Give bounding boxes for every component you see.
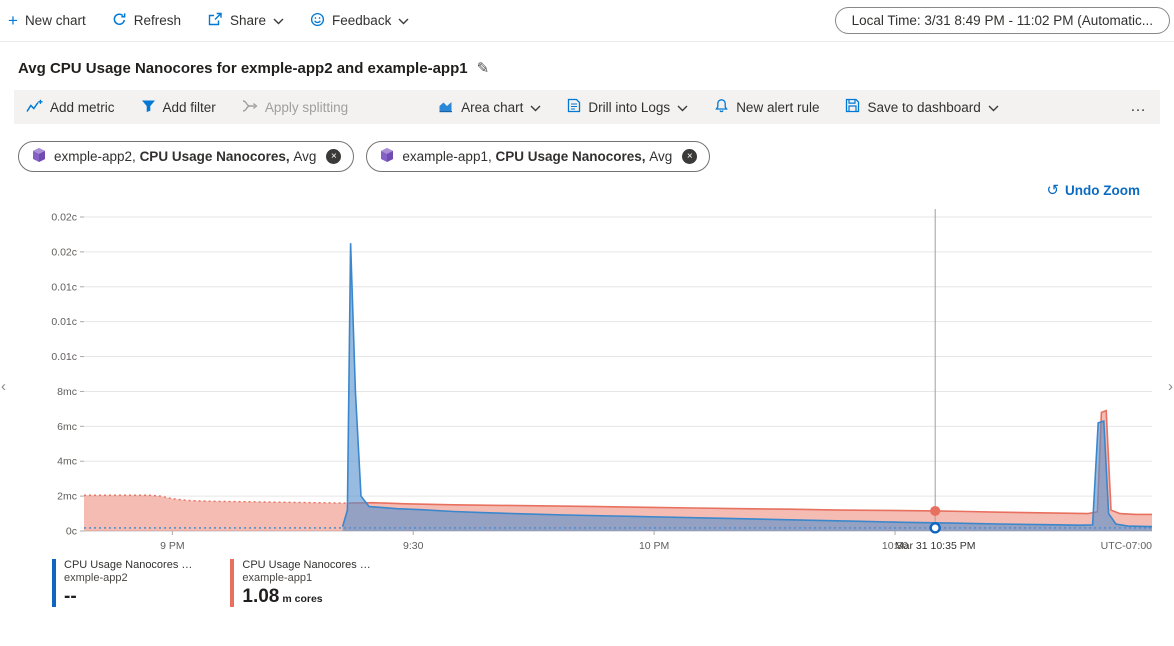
chart-title-row: Avg CPU Usage Nanocores for exmple-app2 … xyxy=(0,42,1174,78)
svg-text:4mc: 4mc xyxy=(57,456,77,468)
svg-text:0.01c: 0.01c xyxy=(51,281,77,293)
undo-icon: ↺ xyxy=(1046,182,1060,199)
legend-texts: CPU Usage Nanocores … example-app1 1.08 m… xyxy=(242,559,370,608)
add-metric-icon xyxy=(26,99,43,116)
logs-document-icon xyxy=(567,98,581,116)
add-metric-button[interactable]: Add metric xyxy=(26,99,115,116)
undo-zoom-link[interactable]: ↺ Undo Zoom xyxy=(0,172,1174,199)
chart-legend: CPU Usage Nanocores … exmple-app2 -- CPU… xyxy=(0,557,1174,608)
svg-text:8mc: 8mc xyxy=(57,386,77,398)
svg-text:0.01c: 0.01c xyxy=(51,316,77,328)
save-to-dashboard-dropdown[interactable]: Save to dashboard xyxy=(845,98,999,116)
chart-area: 0c 2mc 4mc 6mc 8mc 0.01c 0.01c 0.01c 0.02c 0.02c 9… xyxy=(0,201,1174,557)
svg-text:6mc: 6mc xyxy=(57,421,77,433)
save-to-dashboard-label: Save to dashboard xyxy=(867,99,981,115)
pill-metric-name: CPU Usage Nanocores, xyxy=(495,149,650,164)
save-disk-icon xyxy=(845,98,860,116)
pill-aggregation: Avg xyxy=(649,149,673,164)
filter-funnel-icon xyxy=(141,99,156,116)
metric-pill[interactable]: example-app1, CPU Usage Nanocores, Avg × xyxy=(366,141,711,172)
refresh-button[interactable]: Refresh xyxy=(112,12,181,30)
pill-aggregation: Avg xyxy=(293,149,317,164)
legend-metric-name: CPU Usage Nanocores … xyxy=(242,559,371,571)
legend-entry[interactable]: CPU Usage Nanocores … example-app1 1.08 m… xyxy=(230,559,371,608)
pill-app-name: exmple-app2, xyxy=(54,149,140,164)
svg-text:0.02c: 0.02c xyxy=(51,246,77,258)
share-icon xyxy=(207,12,223,30)
legend-resource-name: example-app1 xyxy=(242,572,313,584)
pill-text: exmple-app2, CPU Usage Nanocores, Avg xyxy=(54,149,316,164)
share-label: Share xyxy=(230,13,267,28)
metric-pills-row: exmple-app2, CPU Usage Nanocores, Avg × … xyxy=(0,124,1174,172)
chevron-down-icon xyxy=(273,13,284,28)
pill-app-name: example-app1, xyxy=(402,149,496,164)
legend-entry[interactable]: CPU Usage Nanocores … exmple-app2 -- xyxy=(52,559,192,608)
undo-zoom-label: Undo Zoom xyxy=(1065,182,1140,198)
area-chart-icon xyxy=(438,99,454,116)
pill-text: example-app1, CPU Usage Nanocores, Avg xyxy=(402,149,672,164)
add-metric-label: Add metric xyxy=(50,99,115,115)
metric-pill[interactable]: exmple-app2, CPU Usage Nanocores, Avg × xyxy=(18,141,355,172)
apply-splitting-label: Apply splitting xyxy=(264,99,349,115)
svg-text:UTC-07:00: UTC-07:00 xyxy=(1101,540,1153,552)
legend-resource-name: exmple-app2 xyxy=(64,572,128,584)
remove-metric-icon[interactable]: × xyxy=(682,149,698,164)
chevron-down-icon xyxy=(530,100,541,115)
pill-metric-name: CPU Usage Nanocores, xyxy=(139,149,294,164)
new-alert-rule-button[interactable]: New alert rule xyxy=(714,98,819,116)
new-chart-button[interactable]: + New chart xyxy=(8,12,86,29)
svg-text:Mar 31 10:35 PM: Mar 31 10:35 PM xyxy=(895,540,976,552)
metrics-toolbar: Add metric Add filter Apply splitting Ar… xyxy=(14,90,1160,124)
chart-type-dropdown[interactable]: Area chart xyxy=(438,99,541,116)
legend-value: 1.08 m cores xyxy=(242,586,323,607)
plus-icon: + xyxy=(8,11,18,30)
legend-texts: CPU Usage Nanocores … exmple-app2 -- xyxy=(64,559,192,608)
resource-cube-icon xyxy=(379,147,395,166)
feedback-smiley-icon xyxy=(310,12,325,30)
alert-bell-icon xyxy=(714,98,729,116)
refresh-icon xyxy=(112,12,127,30)
top-command-bar: + New chart Refresh Share Feedback xyxy=(0,0,1174,42)
chevron-right-icon[interactable]: › xyxy=(1168,378,1173,395)
page-title: Avg CPU Usage Nanocores for exmple-app2 … xyxy=(18,59,468,77)
new-chart-label: New chart xyxy=(24,13,86,28)
chevron-down-icon xyxy=(677,100,688,115)
time-range-button[interactable]: Local Time: 3/31 8:49 PM - 11:02 PM (Aut… xyxy=(834,7,1170,34)
chevron-down-icon xyxy=(398,13,409,28)
top-command-group: + New chart Refresh Share Feedback xyxy=(8,12,409,30)
feedback-button[interactable]: Feedback xyxy=(310,12,409,30)
ellipsis-icon: … xyxy=(1130,98,1148,115)
feedback-label: Feedback xyxy=(332,13,392,28)
legend-color-bar xyxy=(52,559,56,607)
apply-splitting-icon xyxy=(242,99,258,116)
legend-unit: m cores xyxy=(282,593,323,605)
drill-into-logs-dropdown[interactable]: Drill into Logs xyxy=(567,98,688,116)
metrics-chart-svg[interactable]: 0c 2mc 4mc 6mc 8mc 0.01c 0.01c 0.01c 0.02c 0.02c 9… xyxy=(0,201,1174,557)
add-filter-button[interactable]: Add filter xyxy=(141,99,216,116)
resource-cube-icon xyxy=(31,147,47,166)
share-button[interactable]: Share xyxy=(207,12,284,30)
svg-text:2mc: 2mc xyxy=(57,491,77,503)
more-options-button[interactable]: … xyxy=(1130,98,1148,116)
svg-text:10 PM: 10 PM xyxy=(639,540,669,552)
legend-metric-name: CPU Usage Nanocores … xyxy=(64,559,193,571)
drill-into-logs-label: Drill into Logs xyxy=(588,99,671,115)
edit-title-pencil-icon[interactable]: ✎ xyxy=(476,60,490,77)
apply-splitting-button[interactable]: Apply splitting xyxy=(242,99,348,116)
legend-value: -- xyxy=(64,586,77,607)
chevron-left-icon[interactable]: ‹ xyxy=(1,378,6,395)
svg-text:0.02c: 0.02c xyxy=(51,212,77,224)
svg-text:0c: 0c xyxy=(66,526,77,538)
chevron-down-icon xyxy=(988,100,999,115)
svg-text:0.01c: 0.01c xyxy=(51,351,77,363)
add-filter-label: Add filter xyxy=(162,99,216,115)
chart-type-label: Area chart xyxy=(461,99,524,115)
remove-metric-icon[interactable]: × xyxy=(326,149,342,164)
refresh-label: Refresh xyxy=(133,13,181,28)
svg-text:10:30: 10:30 xyxy=(882,540,908,552)
svg-text:9 PM: 9 PM xyxy=(160,540,185,552)
legend-color-bar xyxy=(230,559,235,607)
svg-text:9:30: 9:30 xyxy=(403,540,424,552)
new-alert-rule-label: New alert rule xyxy=(736,99,820,115)
